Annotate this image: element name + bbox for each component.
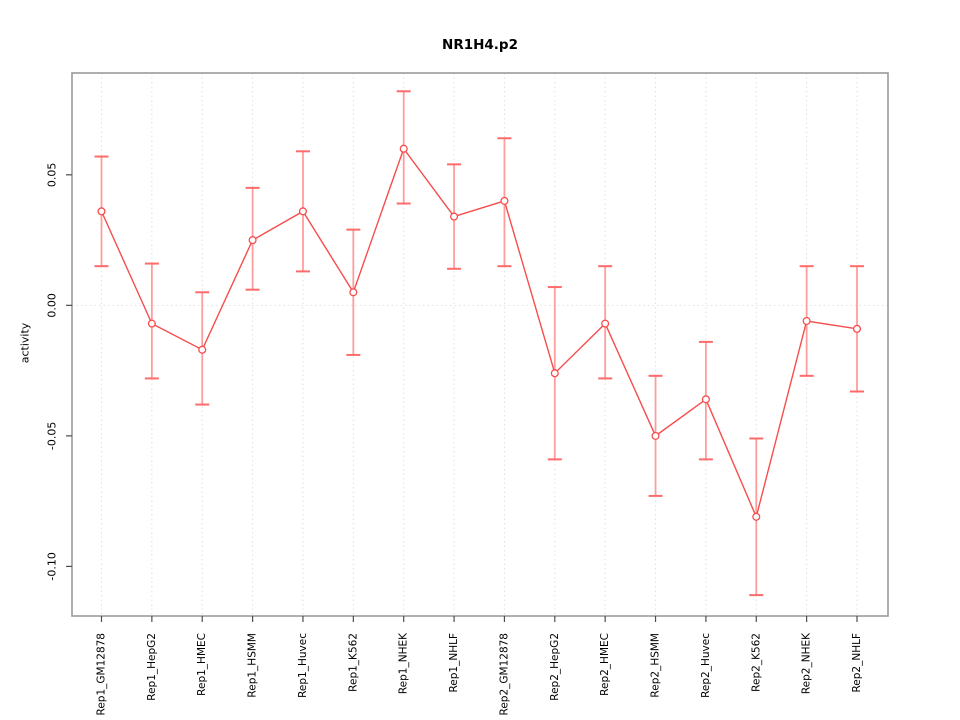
x-tick-label: Rep1_NHEK xyxy=(398,632,410,694)
data-point xyxy=(399,144,408,153)
plot-box xyxy=(71,72,889,617)
series-line xyxy=(100,147,858,519)
x-tick-label: Rep2_Huvec xyxy=(700,633,712,698)
x-tick-label: Rep2_K562 xyxy=(750,633,762,692)
x-tick-label: Rep1_HMEC xyxy=(196,633,208,696)
data-point xyxy=(852,324,862,333)
data-point xyxy=(248,236,257,245)
data-point xyxy=(349,288,358,297)
y-tick-label: 0.05 xyxy=(46,163,59,188)
x-tick-label: Rep2_HSMM xyxy=(650,633,662,698)
x-tick-label: Rep2_NHEK xyxy=(801,632,813,694)
data-point xyxy=(97,207,106,216)
x-tick-label: Rep1_K562 xyxy=(347,633,359,692)
data-point xyxy=(601,319,610,328)
data-point xyxy=(752,512,761,521)
chart-title: NR1H4.p2 xyxy=(442,37,518,53)
data-point xyxy=(198,345,207,354)
x-tick-label: Rep2_NHLF xyxy=(851,633,863,693)
data-point xyxy=(500,196,509,205)
data-point xyxy=(550,369,559,378)
x-tick-label: Rep1_HepG2 xyxy=(146,633,158,701)
x-tick-label: Rep1_HSMM xyxy=(247,633,259,698)
y-tick-label: -0.05 xyxy=(46,422,59,450)
data-point xyxy=(802,316,811,326)
data-point xyxy=(298,207,308,216)
y-tick-label: -0.10 xyxy=(46,552,59,580)
y-tick-label: 0.00 xyxy=(46,293,59,318)
data-point xyxy=(651,431,660,440)
x-tick-label: Rep1_Huvec xyxy=(297,633,309,698)
x-tick-label: Rep2_HepG2 xyxy=(549,633,561,701)
x-tick-label: Rep2_GM12878 xyxy=(498,633,510,715)
data-point xyxy=(147,319,156,328)
x-tick-label: Rep1_NHLF xyxy=(448,633,460,693)
data-point xyxy=(701,395,710,404)
x-tick-label: Rep1_GM12878 xyxy=(96,633,108,715)
data-point xyxy=(450,212,459,221)
x-tick-label: Rep2_HMEC xyxy=(599,633,611,696)
